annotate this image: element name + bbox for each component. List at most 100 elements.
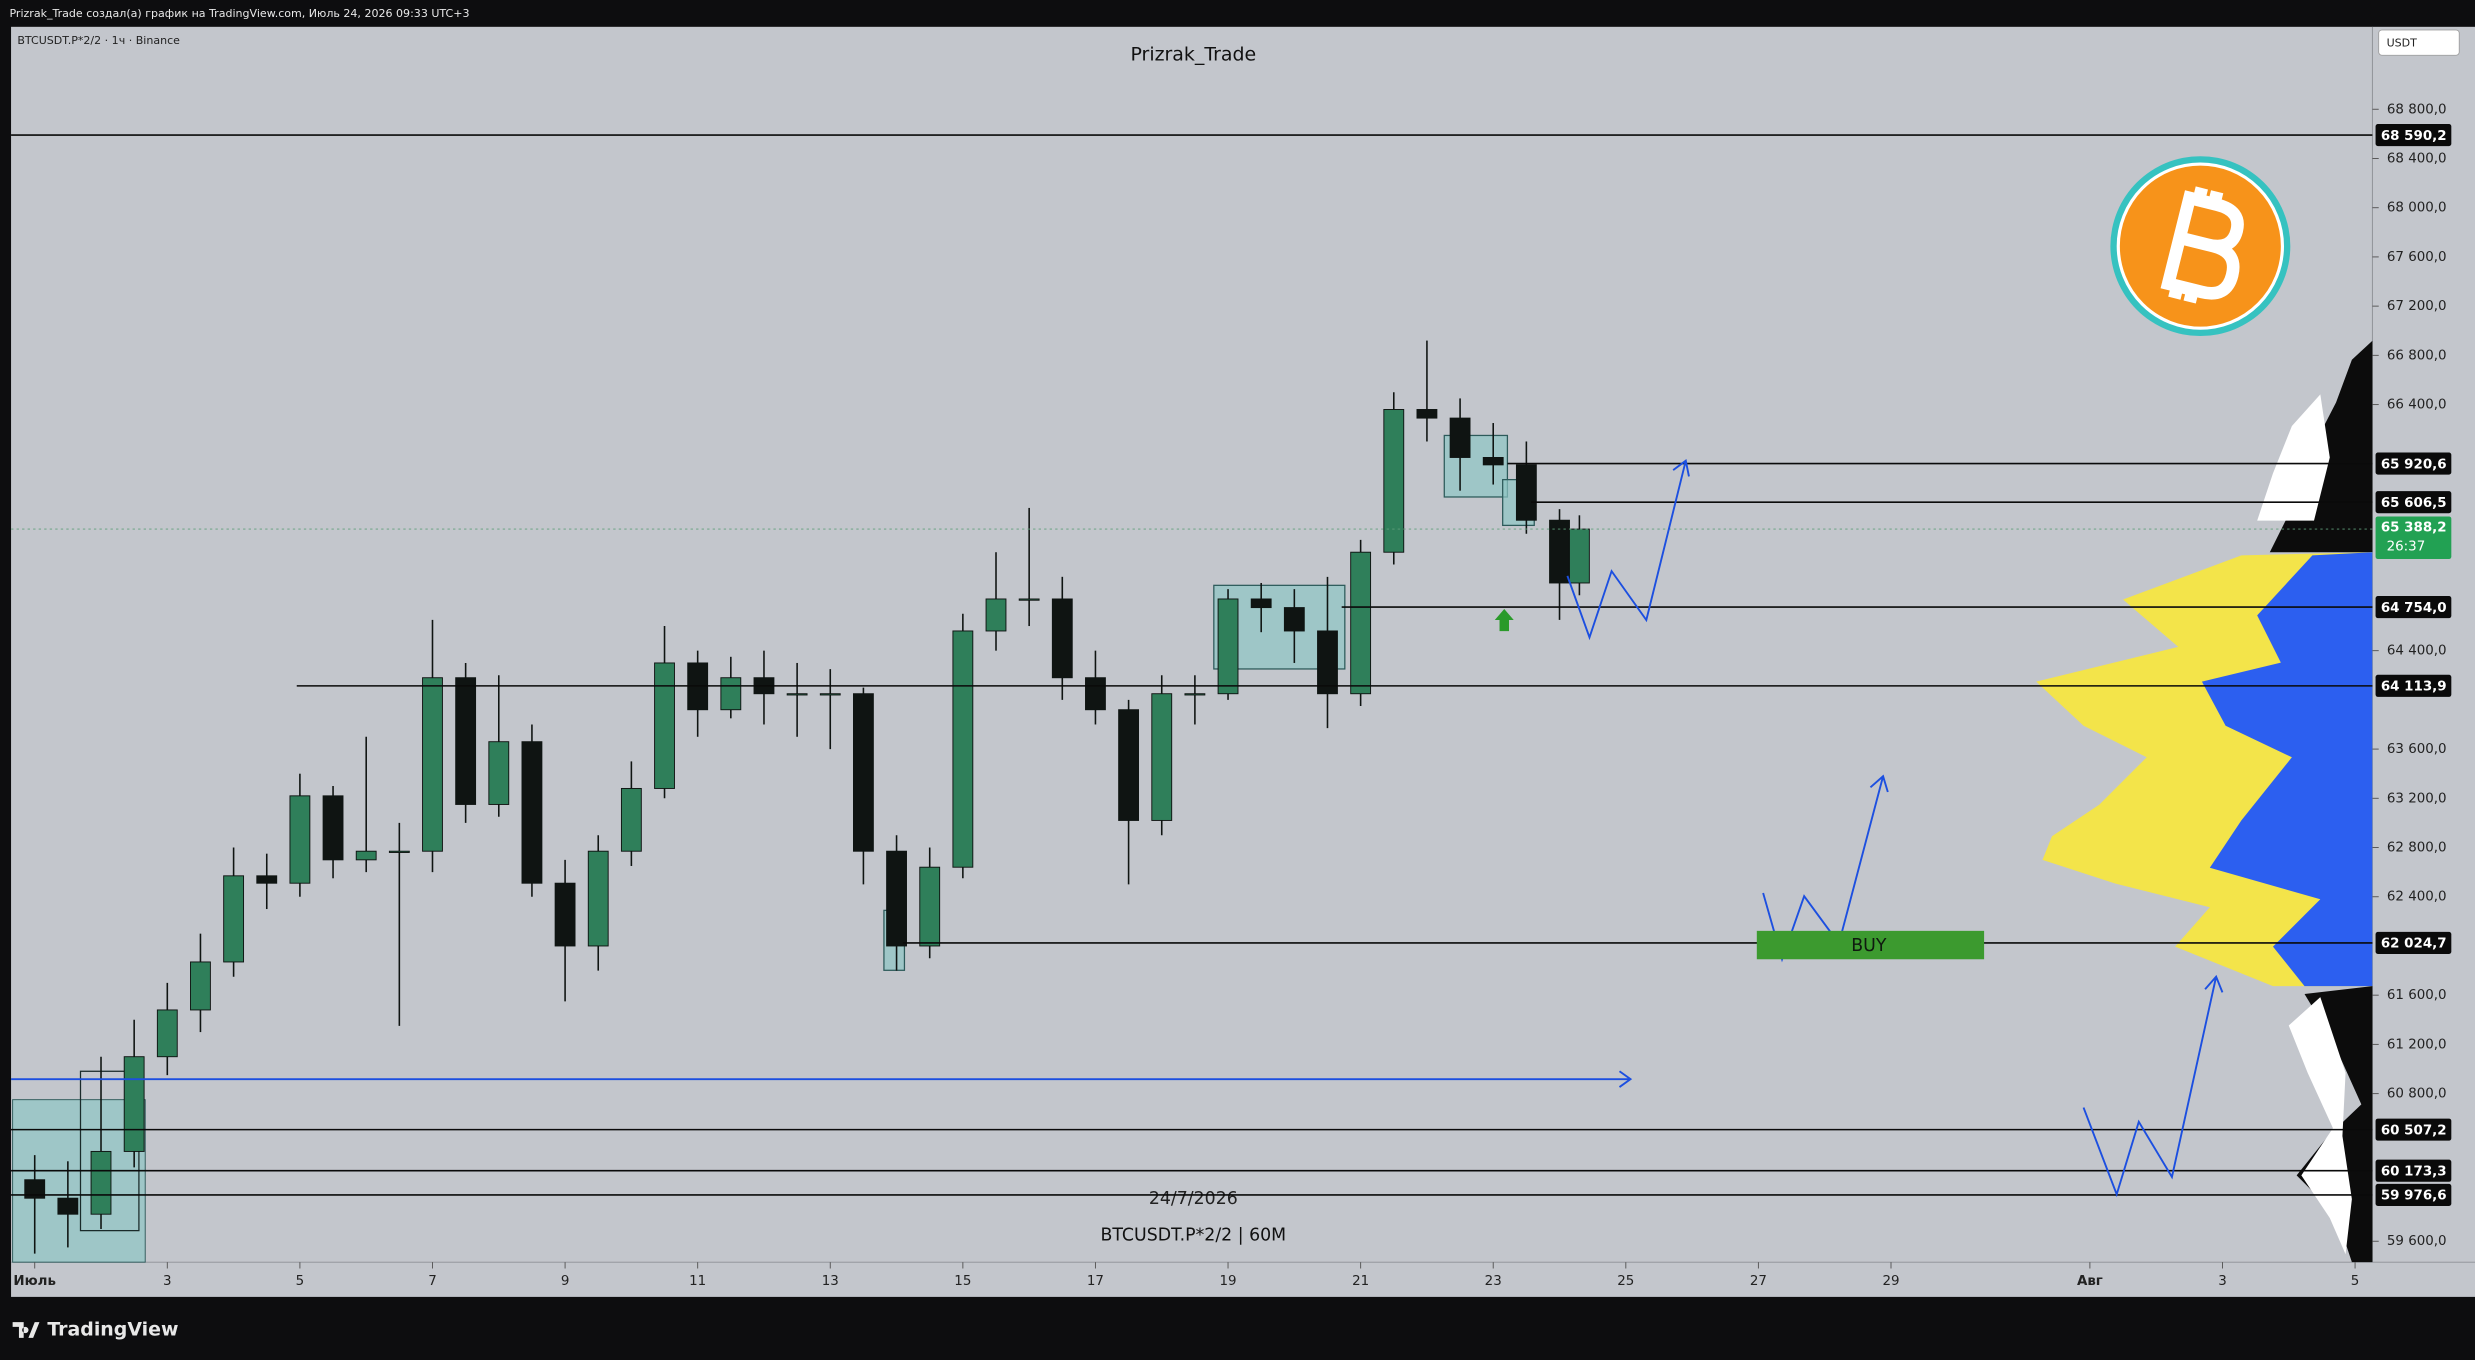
candle-body xyxy=(488,741,510,805)
logo-glyph xyxy=(2160,186,2244,304)
candle-body xyxy=(1085,677,1106,711)
candle-body xyxy=(1283,607,1305,632)
level-label: 64 113,9 xyxy=(2381,680,2447,695)
candle-body xyxy=(952,630,974,868)
candles xyxy=(24,340,1590,1254)
profile-value-area-down xyxy=(2201,552,2373,987)
candle-body xyxy=(1449,417,1471,458)
x-tick-label: 23 xyxy=(1485,1274,1502,1289)
y-tick-label: 61 600,0 xyxy=(2387,988,2447,1003)
x-tick-label: 5 xyxy=(2351,1274,2360,1289)
candle-body xyxy=(521,741,543,884)
candle-body xyxy=(156,1009,178,1058)
level-label: 65 920,6 xyxy=(2381,457,2447,472)
candle-body xyxy=(554,882,576,947)
currency-box[interactable] xyxy=(2378,29,2460,56)
candle-body xyxy=(1482,457,1504,466)
x-tick-label: 13 xyxy=(822,1274,839,1289)
x-tick-label: 29 xyxy=(1882,1274,1899,1289)
candle-body xyxy=(1051,598,1073,679)
x-tick-label: Авг xyxy=(2077,1274,2103,1289)
y-tick-label: 62 800,0 xyxy=(2387,841,2447,856)
y-tick-label: 67 600,0 xyxy=(2387,250,2447,265)
candle-body xyxy=(620,787,642,852)
x-tick-label: 17 xyxy=(1087,1274,1104,1289)
x-tick-label: 3 xyxy=(163,1274,172,1289)
candle-body xyxy=(223,875,245,963)
watermark-date: 24/7/2026 xyxy=(1149,1189,1238,1209)
x-tick-label: 19 xyxy=(1220,1274,1237,1289)
candle-body xyxy=(422,677,443,852)
candle-body xyxy=(1515,464,1537,521)
y-tick-label: 64 400,0 xyxy=(2387,644,2447,659)
y-tick-label: 62 400,0 xyxy=(2387,890,2447,905)
level-tag xyxy=(2375,1183,2452,1206)
up-marker xyxy=(1494,609,1514,632)
footer-logo: TradingView xyxy=(12,1319,178,1341)
candle-body xyxy=(1217,598,1239,695)
level-tag xyxy=(2375,674,2452,697)
last-price-tag xyxy=(2375,516,2452,560)
candle-body xyxy=(985,598,1007,632)
currency-label: USDT xyxy=(2387,36,2418,49)
x-tick-label: Июль xyxy=(13,1274,56,1289)
candle-body xyxy=(1184,693,1206,696)
candle-body xyxy=(1018,598,1040,601)
candle-body xyxy=(388,850,410,853)
symbol-line: BTCUSDT.P*2/2 · 1ч · Binance xyxy=(17,34,180,47)
countdown: 26:37 xyxy=(2387,539,2426,554)
y-tick-label: 63 200,0 xyxy=(2387,791,2447,806)
candle-body xyxy=(57,1197,79,1215)
buy-zone[interactable] xyxy=(1756,930,1985,960)
footer-brand: TradingView xyxy=(47,1319,178,1341)
level-label: 65 606,5 xyxy=(2381,496,2447,511)
watermark-symbol: BTCUSDT.P*2/2 | 60M xyxy=(1100,1225,1286,1245)
candle-body xyxy=(289,795,311,884)
level-tag xyxy=(2375,452,2452,475)
y-tick-label: 66 800,0 xyxy=(2387,348,2447,363)
arrow-zigzag[interactable] xyxy=(1566,459,1690,641)
candle-body xyxy=(1118,709,1140,821)
level-tag xyxy=(2375,931,2452,954)
x-tick-label: 21 xyxy=(1352,1274,1369,1289)
y-tick-label: 66 400,0 xyxy=(2387,398,2447,413)
candle-body xyxy=(1317,630,1338,695)
x-tick-label: 5 xyxy=(296,1274,305,1289)
y-tick-label: 60 800,0 xyxy=(2387,1087,2447,1102)
volume-profile xyxy=(2036,340,2373,1263)
creator-line: Prizrak_Trade создал(а) график на Tradin… xyxy=(9,7,469,20)
candle-body xyxy=(1250,598,1272,609)
candle-body xyxy=(852,693,874,852)
candle-body xyxy=(322,795,344,861)
candle-body xyxy=(90,1150,112,1215)
candle-body xyxy=(123,1056,145,1152)
y-tick-label: 68 400,0 xyxy=(2387,151,2447,166)
candle-body xyxy=(786,693,808,696)
projection-arrows xyxy=(11,459,2224,1198)
candle-body xyxy=(1151,693,1173,821)
candle-body xyxy=(1568,528,1590,584)
level-label: 64 754,0 xyxy=(2381,601,2447,616)
x-tick-label: 25 xyxy=(1617,1274,1634,1289)
candle-body xyxy=(355,850,377,861)
axes: 68 800,0 68 400,0 68 000,0 67 600,0 67 200,0… xyxy=(13,102,2446,1289)
logo-b xyxy=(2160,186,2244,304)
y-tick-label: 68 800,0 xyxy=(2387,102,2447,117)
candle-body xyxy=(455,677,477,805)
last-price-label: 65 388,2 xyxy=(2381,520,2447,535)
candle-body xyxy=(1549,519,1570,584)
y-tick-label: 63 600,0 xyxy=(2387,742,2447,757)
arrow-zigzag[interactable] xyxy=(2082,974,2224,1198)
watermark-author: Prizrak_Trade xyxy=(1130,44,1256,66)
candle-body xyxy=(720,677,742,711)
y-tick-label: 61 200,0 xyxy=(2387,1037,2447,1052)
arrow-horizontal[interactable] xyxy=(11,1070,1633,1088)
candle-body xyxy=(190,961,211,1011)
level-label: 62 024,7 xyxy=(2381,937,2447,952)
level-label: 60 173,3 xyxy=(2381,1165,2447,1180)
profile-top-light xyxy=(2257,394,2330,521)
level-tag xyxy=(2375,1118,2452,1141)
candle-body xyxy=(1416,409,1438,419)
